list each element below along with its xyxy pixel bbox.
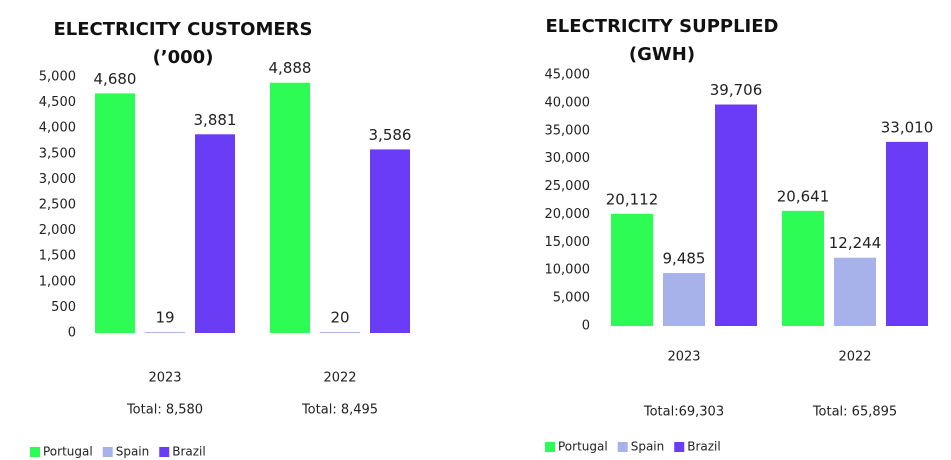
- bar: [95, 93, 135, 333]
- y-tick-label: 4,000: [39, 121, 76, 136]
- legend-label: Portugal: [43, 445, 93, 459]
- total-label: Total:69,303: [643, 405, 724, 420]
- legend-swatch: [674, 442, 685, 452]
- value-label: 3,586: [369, 126, 412, 144]
- y-tick-label: 1,000: [39, 274, 76, 289]
- bar: [663, 273, 705, 326]
- legend-swatch: [617, 442, 628, 452]
- legend-label: Brazil: [687, 440, 721, 454]
- y-tick-label: 1,500: [39, 249, 76, 264]
- y-tick-label: 15,000: [545, 235, 591, 250]
- legend-swatch: [102, 447, 113, 457]
- x-tick-label: 2023: [667, 350, 700, 365]
- y-tick-label: 3,500: [39, 146, 76, 161]
- legend-label: Portugal: [558, 440, 608, 454]
- value-label: 39,706: [710, 81, 763, 99]
- y-tick-label: 30,000: [545, 151, 591, 166]
- y-tick-label: 5,000: [39, 70, 76, 85]
- value-label: 3,881: [194, 111, 237, 129]
- x-tick-label: 2022: [838, 350, 871, 365]
- value-label: 20: [330, 308, 349, 326]
- legend-swatch: [30, 447, 40, 457]
- bar: [270, 82, 310, 333]
- bar: [715, 104, 757, 327]
- chart-subtitle: (’000): [153, 47, 214, 68]
- value-label: 19: [155, 309, 174, 327]
- chart-title: ELECTRICITY SUPPLIED: [546, 16, 779, 37]
- value-label: 20,641: [777, 187, 830, 205]
- chart-title: ELECTRICITY CUSTOMERS: [54, 19, 313, 40]
- bar: [834, 257, 876, 326]
- y-tick-label: 45,000: [545, 68, 591, 83]
- y-tick-label: 0: [68, 326, 76, 341]
- legend-label: Spain: [631, 440, 665, 454]
- bar: [782, 210, 824, 326]
- y-tick-label: 5,000: [553, 291, 590, 306]
- total-label: Total: 8,580: [126, 403, 203, 418]
- legend-label: Brazil: [172, 445, 206, 459]
- value-label: 4,680: [94, 70, 137, 88]
- y-tick-label: 20,000: [545, 207, 591, 222]
- bar: [145, 332, 185, 333]
- legend-label: Spain: [116, 445, 150, 459]
- value-label: 12,244: [829, 234, 882, 252]
- value-label: 9,485: [663, 250, 706, 268]
- legend-swatch: [545, 442, 555, 452]
- x-tick-label: 2022: [323, 371, 356, 386]
- bar: [195, 134, 235, 333]
- chart-subtitle: (GWH): [629, 44, 695, 65]
- bar: [320, 331, 360, 333]
- bar: [370, 149, 410, 333]
- y-tick-label: 25,000: [545, 179, 591, 194]
- value-label: 20,112: [606, 190, 659, 208]
- y-tick-label: 10,000: [545, 263, 591, 278]
- y-tick-label: 4,500: [39, 95, 76, 110]
- y-tick-label: 2,500: [39, 198, 76, 213]
- total-label: Total: 65,895: [812, 405, 897, 420]
- bar: [886, 141, 928, 326]
- y-tick-label: 35,000: [545, 123, 591, 138]
- y-tick-label: 40,000: [545, 95, 591, 110]
- x-tick-label: 2023: [148, 371, 181, 386]
- legend-swatch: [159, 447, 170, 457]
- total-label: Total: 8,495: [301, 403, 378, 418]
- value-label: 33,010: [881, 118, 934, 136]
- y-tick-label: 3,000: [39, 172, 76, 187]
- bar: [611, 213, 653, 326]
- value-label: 4,888: [269, 59, 312, 77]
- y-tick-label: 500: [51, 300, 76, 315]
- y-tick-label: 2,000: [39, 223, 76, 238]
- y-tick-label: 0: [582, 319, 590, 334]
